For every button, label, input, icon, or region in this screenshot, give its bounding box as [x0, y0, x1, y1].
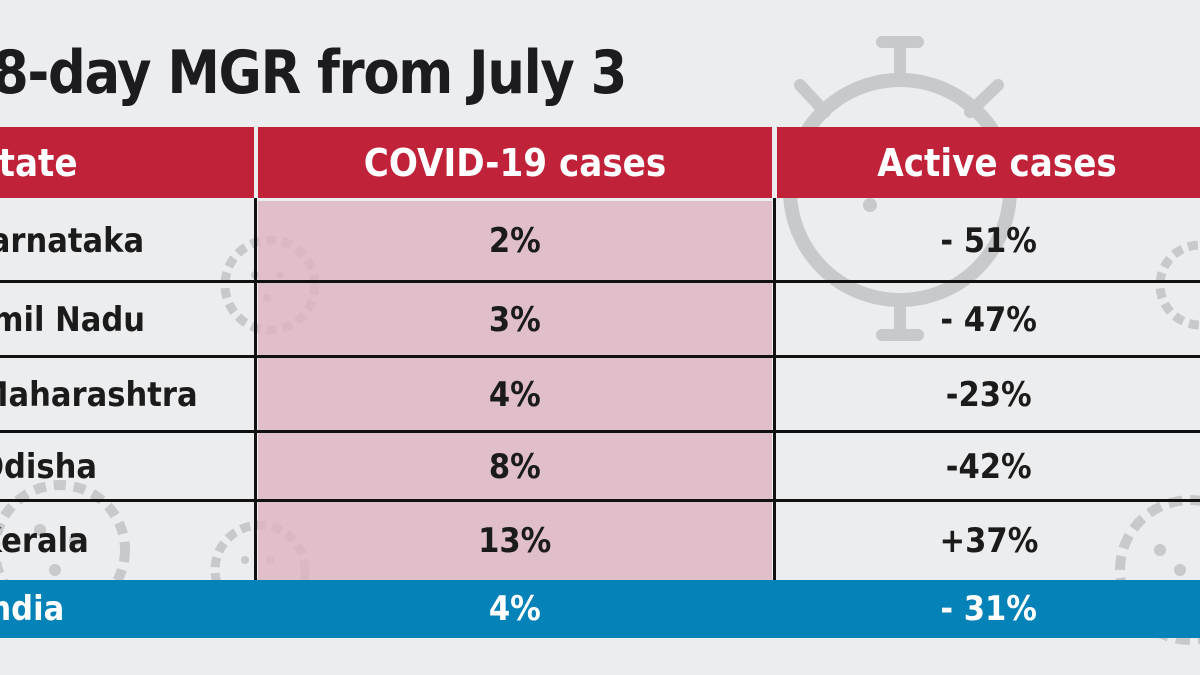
- state-cell: Maharashtra: [0, 374, 198, 415]
- active-cell: +37%: [939, 521, 1038, 561]
- active-cell: - 51%: [940, 221, 1037, 261]
- row-divider: [0, 355, 1200, 358]
- active-cell: -42%: [945, 446, 1032, 487]
- page-title: 8-day MGR from July 3: [0, 38, 627, 108]
- total-row: India 4% - 31%: [0, 580, 1200, 638]
- state-cell: Odisha: [0, 446, 98, 487]
- total-covid-cell: 4%: [489, 589, 541, 629]
- covid-cell: 3%: [258, 283, 772, 356]
- active-cell: - 47%: [940, 299, 1037, 340]
- covid-cell: 4%: [258, 358, 772, 431]
- header-state: State: [0, 127, 254, 198]
- total-active-cell: - 31%: [940, 589, 1037, 629]
- column-divider: [254, 198, 257, 580]
- total-state-cell: India: [0, 589, 65, 629]
- covid-cell: 2%: [258, 201, 772, 281]
- row-divider: [0, 280, 1200, 283]
- active-cell: -23%: [945, 374, 1032, 415]
- covid-cell: 8%: [258, 433, 772, 500]
- header-active: Active cases: [777, 127, 1200, 198]
- row-divider: [0, 430, 1200, 433]
- state-cell: Karnataka: [0, 221, 145, 261]
- column-divider: [773, 198, 776, 580]
- header-covid: COVID-19 cases: [258, 127, 772, 198]
- row-divider: [0, 499, 1200, 502]
- state-cell: Kerala: [0, 521, 89, 561]
- state-cell: Tamil Nadu: [0, 299, 146, 340]
- covid-cell: 13%: [258, 502, 772, 580]
